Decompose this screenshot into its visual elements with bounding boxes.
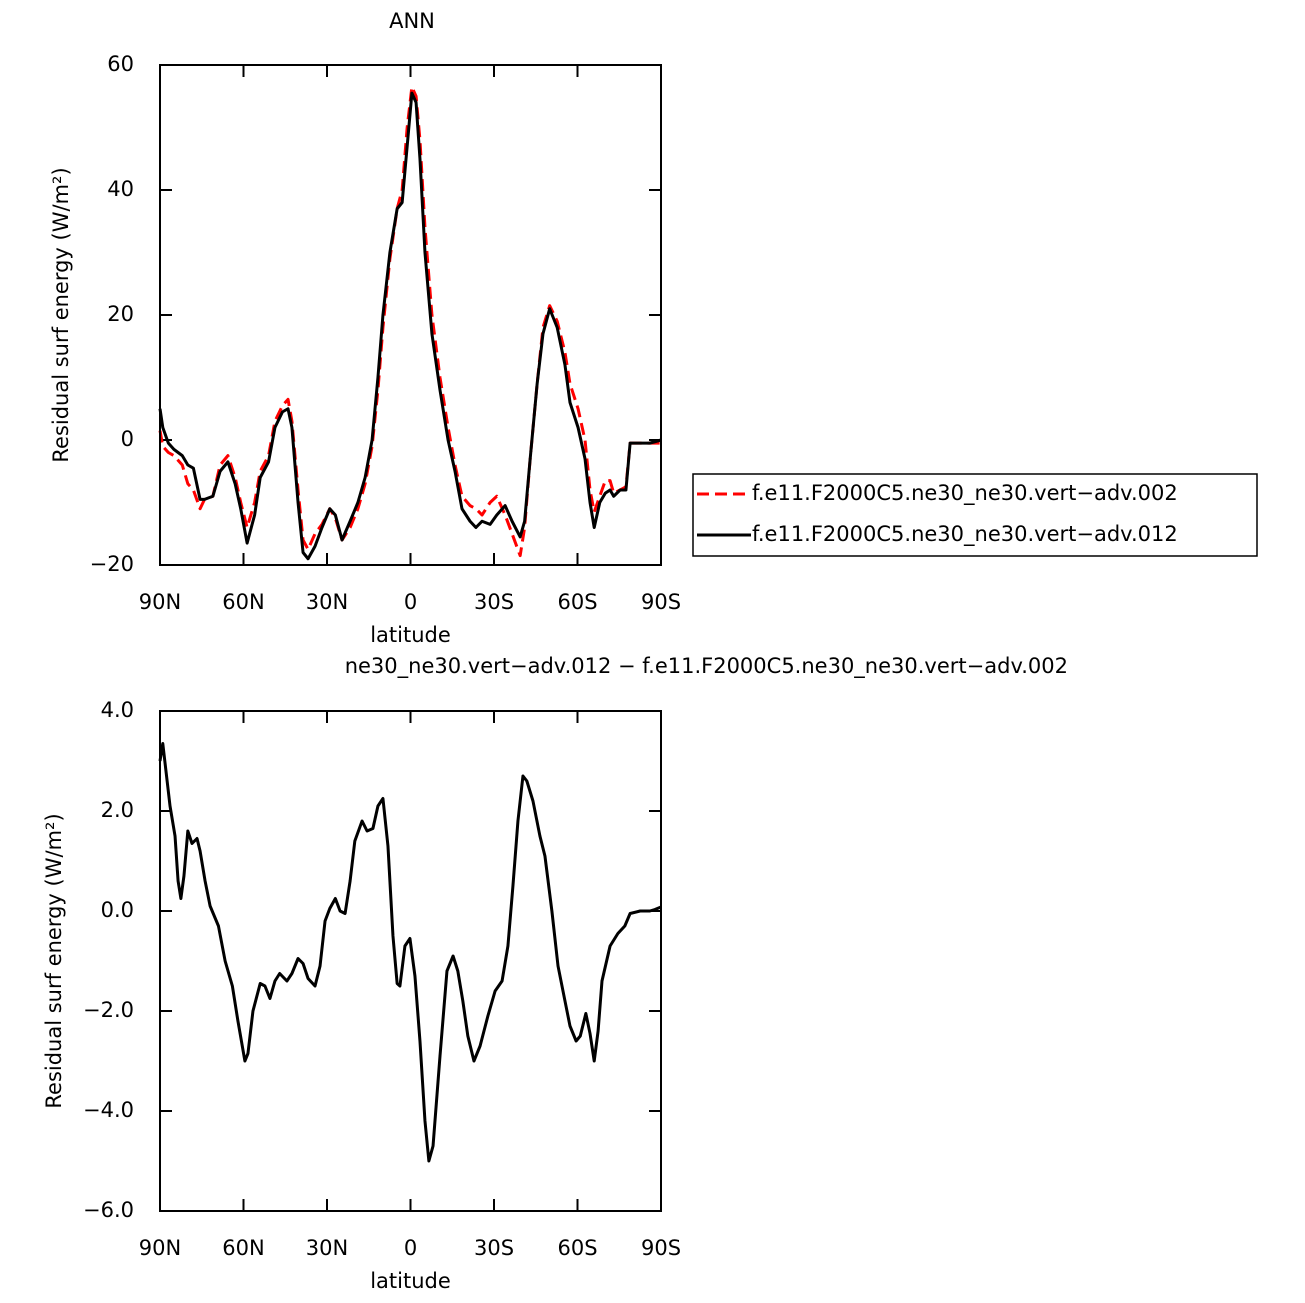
chart-title: ANN xyxy=(389,9,435,33)
data-line xyxy=(158,742,662,1163)
legend-box xyxy=(692,473,1258,557)
x-tick-label: 90N xyxy=(139,590,181,614)
plot-frame xyxy=(159,710,662,1212)
y-tick-label: 20 xyxy=(107,302,134,326)
y-tick-label: 4.0 xyxy=(101,698,134,722)
x-tick-label: 30N xyxy=(306,1236,348,1260)
chart-title: ne30_ne30.vert−adv.012 − f.e11.F2000C5.n… xyxy=(345,654,1068,679)
x-tick-label: 30S xyxy=(474,590,514,614)
y-axis-label: Residual surf energy (W/m²) xyxy=(42,813,66,1108)
x-tick-label: 90N xyxy=(139,1236,181,1260)
y-tick-label: −2.0 xyxy=(83,998,134,1022)
y-tick-label: 60 xyxy=(107,52,134,76)
plot-frame xyxy=(159,64,662,566)
y-tick-label: −6.0 xyxy=(83,1198,134,1222)
legend-label: f.e11.F2000C5.ne30_ne30.vert−adv.002 xyxy=(752,481,1178,506)
legend-label: f.e11.F2000C5.ne30_ne30.vert−adv.012 xyxy=(752,522,1178,547)
y-tick-label: 0.0 xyxy=(101,898,134,922)
x-tick-label: 90S xyxy=(641,590,681,614)
y-tick-label: 2.0 xyxy=(101,798,134,822)
x-axis-label: latitude xyxy=(370,623,451,647)
y-tick-label: −20 xyxy=(90,552,134,576)
x-tick-label: 0 xyxy=(404,1236,417,1260)
data-line xyxy=(158,91,662,561)
x-tick-label: 60N xyxy=(222,1236,264,1260)
y-tick-label: 40 xyxy=(107,177,134,201)
x-tick-label: 60S xyxy=(557,1236,597,1260)
x-tick-label: 60S xyxy=(557,590,597,614)
y-tick-label: 0 xyxy=(121,427,134,451)
y-tick-label: −4.0 xyxy=(83,1098,134,1122)
x-axis-label: latitude xyxy=(370,1269,451,1293)
y-axis-label: Residual surf energy (W/m²) xyxy=(49,167,73,462)
x-tick-label: 0 xyxy=(404,590,417,614)
x-tick-label: 30S xyxy=(474,1236,514,1260)
x-tick-label: 60N xyxy=(222,590,264,614)
x-tick-label: 90S xyxy=(641,1236,681,1260)
x-tick-label: 30N xyxy=(306,590,348,614)
